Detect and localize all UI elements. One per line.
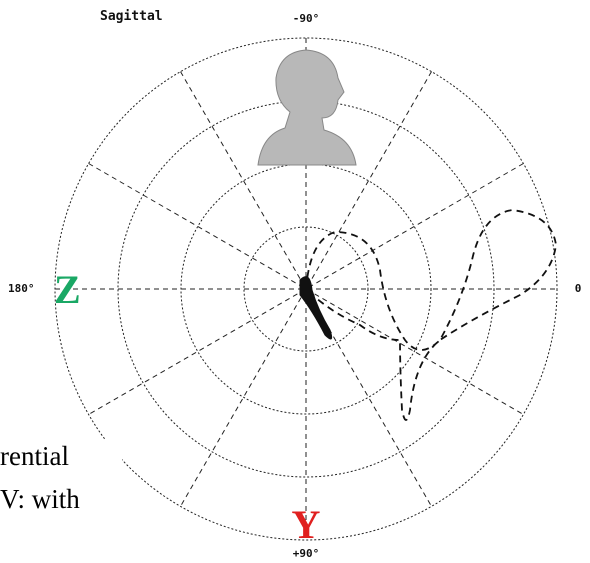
caption-text: V: with — [0, 484, 80, 514]
head-icon — [257, 49, 357, 166]
vector-loop — [299, 209, 557, 421]
bottom-label: +90° — [293, 547, 320, 560]
title: Sagittal — [100, 9, 163, 24]
y-axis-label: Y — [292, 502, 321, 547]
caption-mask — [0, 440, 122, 563]
caption-text: rential — [0, 441, 69, 471]
top-label: -90° — [293, 12, 320, 25]
right-label: 0 — [575, 282, 582, 295]
left-label: 180° — [8, 282, 35, 295]
z-axis-label: Z — [54, 267, 81, 312]
